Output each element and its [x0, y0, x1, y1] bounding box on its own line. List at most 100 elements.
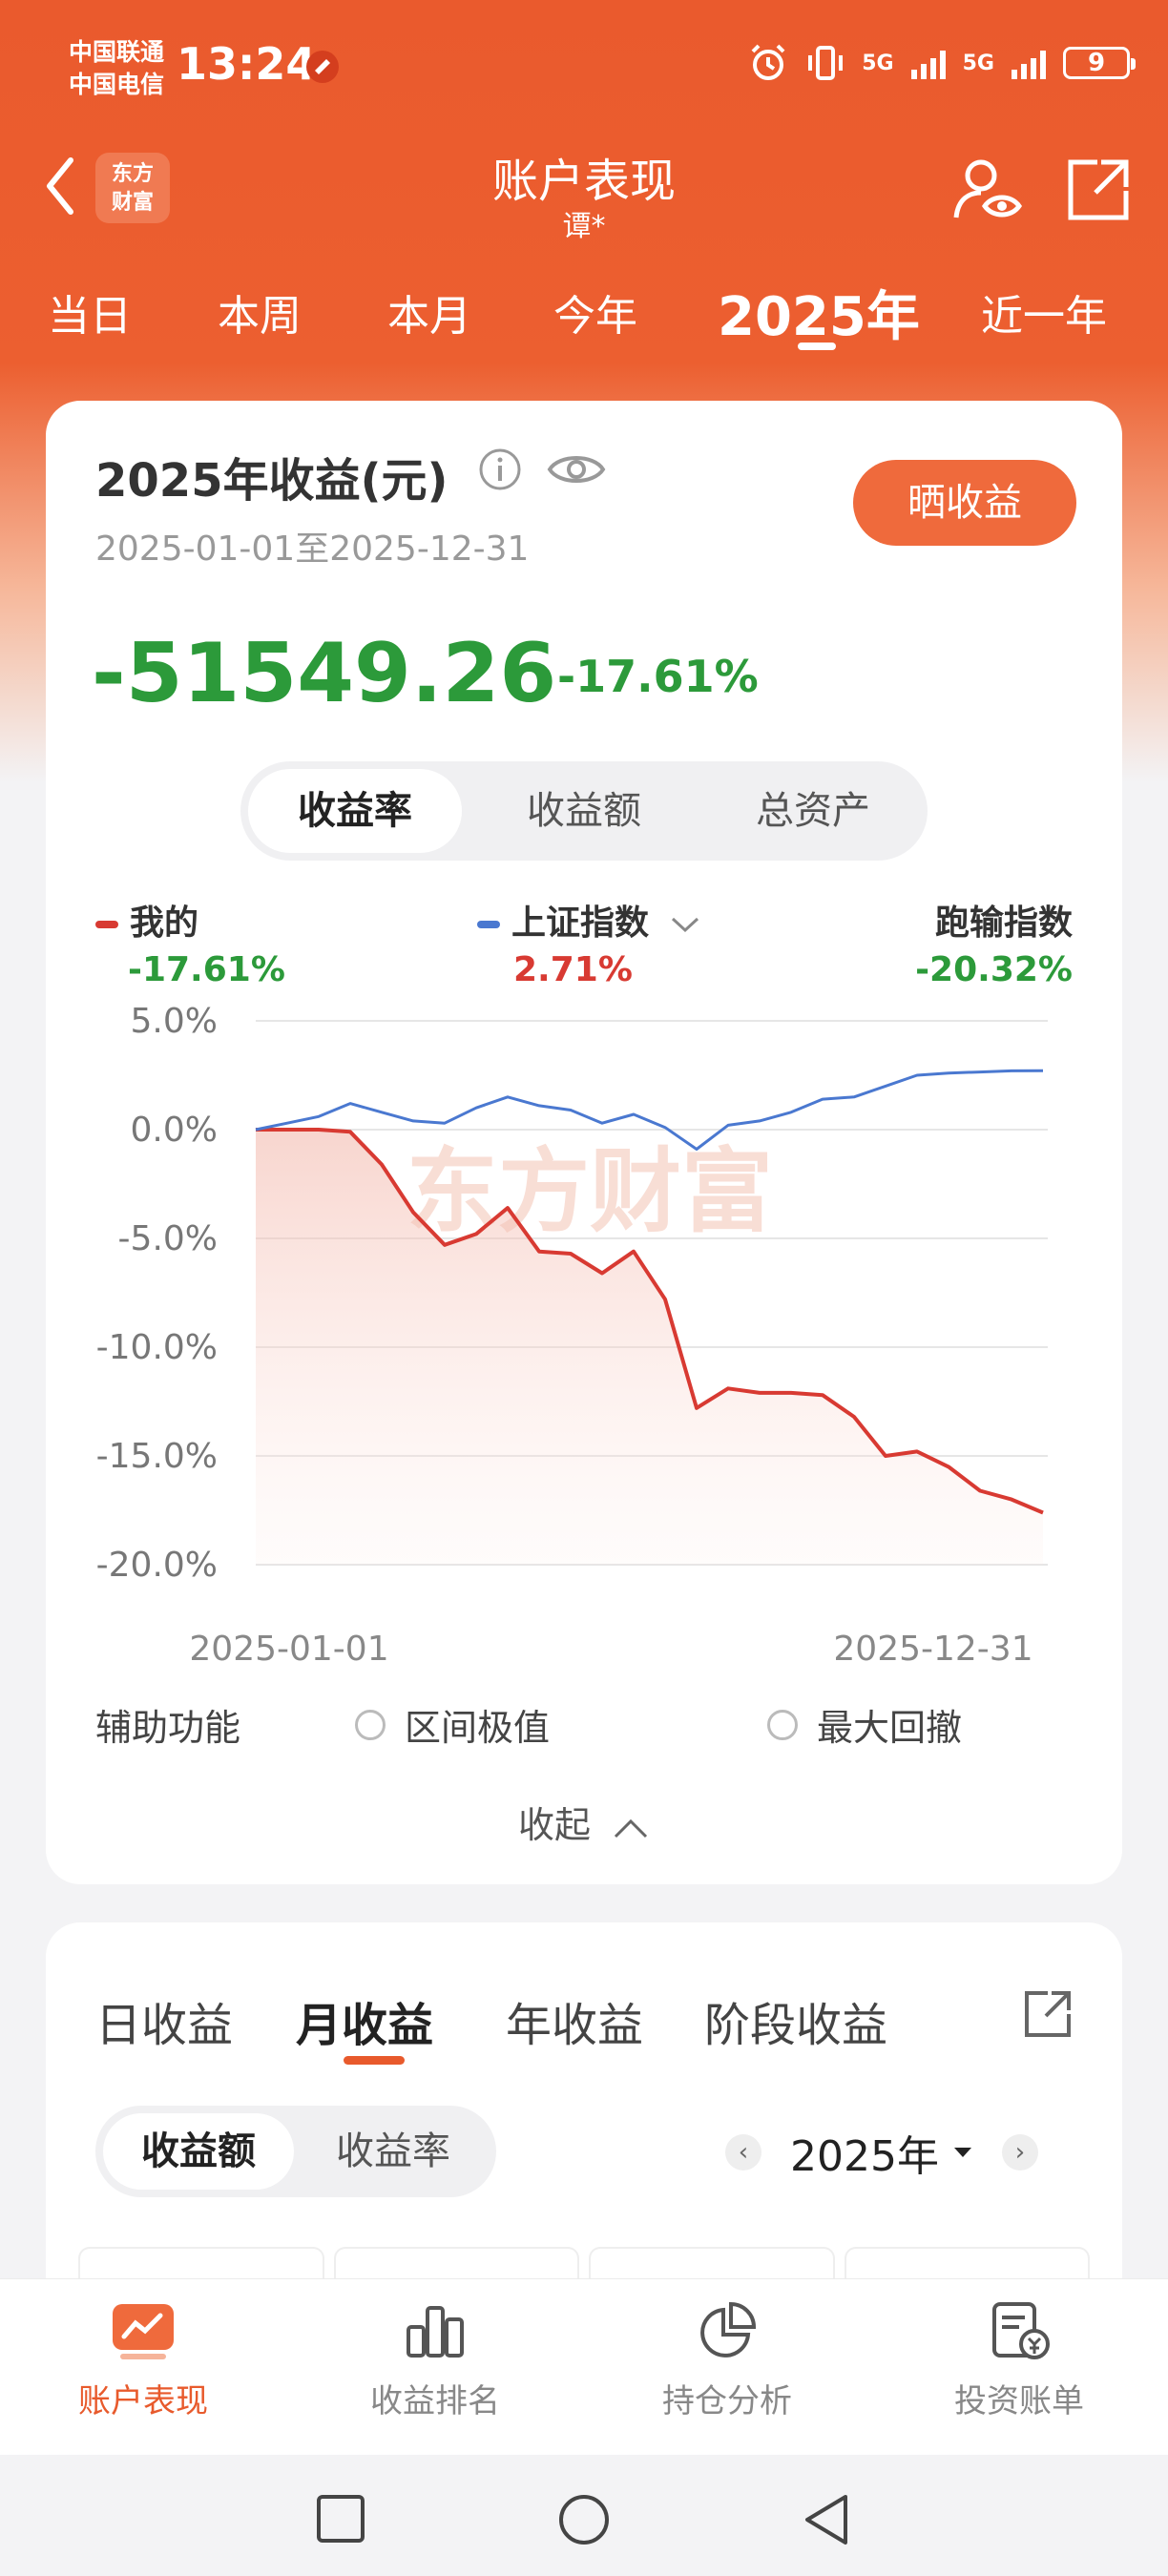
bill-icon [992, 2302, 1050, 2359]
share-profit-button[interactable]: 晒收益 [853, 460, 1076, 546]
legend-underperform-value: -20.32% [915, 950, 1073, 989]
metric-tab-return-amount[interactable]: 收益额 [527, 789, 641, 833]
max-drawdown-label: 最大回撤 [817, 1707, 963, 1749]
export-icon[interactable] [1019, 1985, 1076, 2043]
returns-mode-segment: 收益额 收益率 [95, 2106, 496, 2197]
period-tab-today[interactable]: 当日 [48, 292, 132, 341]
eye-icon[interactable] [546, 447, 607, 492]
period-tab-last-year[interactable]: 近一年 [981, 292, 1107, 341]
period-tab-week[interactable]: 本周 [218, 292, 302, 341]
collapse-toggle[interactable]: 收起 [46, 1796, 1122, 1848]
bar-chart-icon [407, 2306, 464, 2358]
bottom-nav: 账户表现 收益排名 持仓分析 投资账单 [0, 2278, 1168, 2456]
period-tab-2025[interactable]: 2025年 [718, 286, 920, 348]
y-tick-label: -5.0% [118, 1219, 218, 1258]
recent-apps-icon[interactable] [315, 2493, 366, 2545]
metric-segment: 收益率 收益额 总资产 [240, 761, 928, 861]
next-year-button[interactable]: › [1001, 2134, 1038, 2171]
carrier-2: 中国电信 [69, 71, 165, 98]
max-drawdown-option[interactable]: 最大回撤 [767, 1698, 962, 1751]
collapse-label: 收起 [517, 1804, 591, 1846]
account-name: 谭* [562, 210, 606, 243]
legend-mine-value: -17.61% [128, 950, 285, 989]
metric-tab-total-assets[interactable]: 总资产 [756, 789, 870, 833]
legend-mine: 我的 [95, 895, 198, 945]
returns-tab-indicator [344, 2056, 405, 2065]
network-1-label: 5G [862, 51, 894, 75]
signal-2-icon [1012, 47, 1046, 79]
returns-tab-monthly[interactable]: 月收益 [296, 1999, 434, 2052]
y-tick-label: -20.0% [96, 1546, 218, 1585]
return-rate-chart[interactable]: 5.0% 0.0% -5.0% -10.0% -15.0% -20.0% 东方财富 202… [46, 992, 1122, 1679]
returns-tab-yearly[interactable]: 年收益 [506, 1999, 644, 2052]
mode-tab-rate[interactable]: 收益率 [336, 2129, 450, 2173]
nav-label: 收益排名 [370, 2382, 500, 2420]
returns-tab-daily[interactable]: 日收益 [95, 1999, 234, 2052]
period-tab-ytd[interactable]: 今年 [553, 292, 637, 341]
period-tab-month[interactable]: 本月 [387, 292, 471, 341]
info-icon[interactable] [477, 447, 523, 492]
nav-label: 投资账单 [954, 2382, 1084, 2420]
vibrate-icon [808, 46, 844, 80]
home-icon[interactable] [557, 2493, 611, 2546]
x-axis-start-label: 2025-01-01 [189, 1630, 388, 1669]
brand-logo: 东方财富 [95, 153, 170, 223]
performance-chart-icon [113, 2304, 174, 2359]
max-drawdown-radio[interactable] [767, 1709, 798, 1740]
chevron-down-icon[interactable] [669, 913, 701, 936]
carrier-names: 中国联通 中国电信 [69, 36, 164, 101]
legend-mine-swatch [95, 921, 118, 928]
nav-account-performance[interactable]: 账户表现 [29, 2300, 258, 2421]
x-axis-end-label: 2025-12-31 [833, 1630, 1032, 1669]
month-cells [78, 2247, 1090, 2287]
prev-year-button[interactable]: ‹ [725, 2134, 761, 2171]
y-tick-label: 0.0% [131, 1111, 218, 1150]
nav-investment-bill[interactable]: 投资账单 [905, 2300, 1134, 2421]
date-range: 2025-01-01至2025-12-31 [95, 530, 530, 569]
range-extreme-option[interactable]: 区间极值 [355, 1698, 550, 1751]
metric-tab-return-rate[interactable]: 收益率 [248, 769, 462, 853]
month-cell[interactable] [589, 2247, 835, 2287]
profit-amount: -51549.26 [92, 626, 557, 721]
account-eye-icon[interactable] [949, 151, 1025, 227]
returns-tab-stage[interactable]: 阶段收益 [704, 1999, 888, 2052]
nav-label: 持仓分析 [662, 2382, 792, 2420]
system-nav-bar [0, 2455, 1168, 2576]
battery-indicator: 9 [1063, 47, 1136, 79]
nav-ranking[interactable]: 收益排名 [321, 2300, 550, 2421]
legend-mine-label: 我的 [130, 904, 199, 943]
mode-tab-amount[interactable]: 收益额 [103, 2113, 294, 2190]
alarm-icon [751, 44, 785, 80]
legend-index[interactable]: 上证指数 [477, 895, 701, 945]
pie-chart-icon [700, 2301, 757, 2358]
month-cell[interactable] [78, 2247, 324, 2287]
legend-underperform: 跑输指数 [935, 895, 1073, 945]
chart-watermark: 东方财富 [407, 1138, 773, 1245]
aux-label: 辅助功能 [95, 1707, 241, 1749]
caret-down-icon[interactable] [952, 2146, 973, 2159]
profit-title: 2025年收益(元) [95, 454, 448, 508]
network-2-label: 5G [962, 51, 994, 75]
y-tick-label: -15.0% [96, 1437, 218, 1476]
nav-holdings-analysis[interactable]: 持仓分析 [613, 2300, 842, 2421]
y-tick-label: -10.0% [96, 1328, 218, 1367]
year-value[interactable]: 2025年 [790, 2132, 939, 2181]
back-nav-icon[interactable] [802, 2493, 853, 2546]
series-area-mine [256, 1130, 1043, 1565]
y-tick-label: 5.0% [131, 1002, 218, 1041]
legend-index-label: 上证指数 [511, 904, 650, 943]
back-icon[interactable] [38, 153, 86, 219]
month-cell[interactable] [333, 2247, 579, 2287]
logo-text: 东方财富 [111, 162, 154, 215]
status-right: 5G 5G 9 [747, 42, 1136, 84]
series-line-index [255, 1069, 1044, 1151]
profit-percent: -17.61% [557, 651, 759, 702]
nav-label: 账户表现 [78, 2382, 208, 2420]
share-out-icon[interactable] [1059, 151, 1136, 227]
period-tabs: 当日 本周 本月 今年 2025年 近一年 [0, 281, 1168, 358]
range-extreme-label: 区间极值 [405, 1707, 551, 1749]
carrier-1: 中国联通 [69, 38, 165, 66]
range-extreme-radio[interactable] [355, 1709, 386, 1740]
month-cell[interactable] [844, 2247, 1090, 2287]
top-nav: 东方财富 账户表现 谭* [0, 143, 1168, 258]
